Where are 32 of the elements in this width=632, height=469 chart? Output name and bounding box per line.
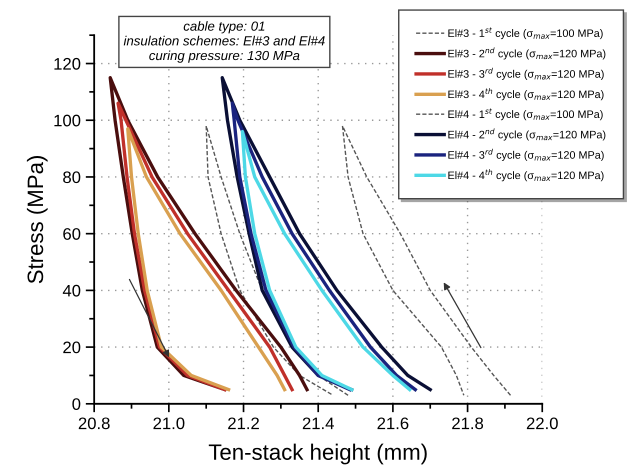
legend-label: El#3 - 4$^{th}$ cycle (σ$_{max}$=120 MPa)	[448, 88, 604, 100]
legend-label: El#3 - 3$^{rd}$ cycle (σ$_{max}$=120 MPa)	[448, 68, 604, 80]
legend-label: El#4 - 1$^{st}$ cycle (σ$_{max}$=100 MPa)	[448, 108, 603, 120]
legend-label: El#4 - 2$^{nd}$ cycle (σ$_{max}$=120 MPa)	[448, 128, 606, 141]
y-axis-title: Stress (MPa)	[26, 156, 48, 284]
annotation: curing pressure: 130 MPa	[149, 50, 300, 63]
x-tick-label: 20.8	[78, 417, 110, 430]
x-axis-title: Ten-stack height (mm)	[208, 444, 427, 464]
legend-label: El#3 - 2$^{nd}$ cycle (σ$_{max}$=120 MPa)	[448, 47, 606, 60]
line-series	[108, 76, 309, 392]
y-tick-label: 80	[63, 171, 80, 184]
y-tick-label: 100	[54, 114, 80, 126]
y-tick-label: 40	[62, 284, 80, 297]
legend-label: El#3 - 1$^{st}$ cycle (σ$_{max}$=100 MPa)	[448, 27, 603, 40]
x-tick-label: 21.4	[302, 417, 334, 430]
y-tick-label: 60	[63, 228, 80, 240]
line-series	[230, 102, 417, 392]
x-tick-label: 21.6	[378, 417, 408, 430]
y-tick-label: 20	[63, 341, 80, 354]
x-tick-label: 21.0	[153, 417, 184, 430]
text: cable type: 01	[184, 21, 264, 34]
x-tick-label: 21.8	[452, 417, 484, 430]
annotation: insulation schemes: El#3 and El#4	[124, 36, 325, 46]
legend-label: El#4 - 4$^{th}$ cycle (σ$_{max}$=120 MPa)	[448, 169, 604, 182]
y-tick-label: 120	[54, 58, 80, 70]
line-series	[116, 102, 294, 392]
line-series	[126, 127, 286, 392]
x-tick-label: 22.0	[526, 417, 558, 430]
x-tick-label: 21.2	[228, 417, 259, 430]
y-tick-label: 0	[72, 398, 80, 410]
line-series	[240, 130, 412, 392]
legend-label: El#4 - 3$^{rd}$ cycle (σ$_{max}$=120 MPa)	[448, 148, 604, 161]
